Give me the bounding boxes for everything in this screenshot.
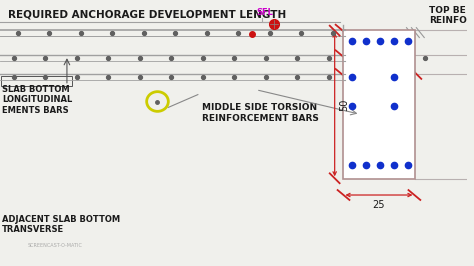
Text: ADJACENT SLAB BOTTOM
TRANSVERSE: ADJACENT SLAB BOTTOM TRANSVERSE bbox=[2, 215, 120, 234]
Text: 25: 25 bbox=[373, 200, 385, 210]
Text: SCREENCAST-O-MATIC: SCREENCAST-O-MATIC bbox=[27, 243, 82, 248]
Text: REQUIRED ANCHORAGE DEVELOPMENT LENGTH: REQUIRED ANCHORAGE DEVELOPMENT LENGTH bbox=[8, 10, 286, 20]
Text: 50: 50 bbox=[339, 98, 350, 111]
Text: SLAB BOTTOM
LONGITUDINAL
EMENTS BARS: SLAB BOTTOM LONGITUDINAL EMENTS BARS bbox=[2, 85, 72, 115]
Bar bbox=[343, 30, 415, 179]
Text: MIDDLE SIDE TORSION
REINFORCEMENT BARS: MIDDLE SIDE TORSION REINFORCEMENT BARS bbox=[202, 103, 319, 123]
Text: TOP BE
REINFO: TOP BE REINFO bbox=[429, 6, 467, 26]
Text: SFL: SFL bbox=[256, 8, 273, 17]
